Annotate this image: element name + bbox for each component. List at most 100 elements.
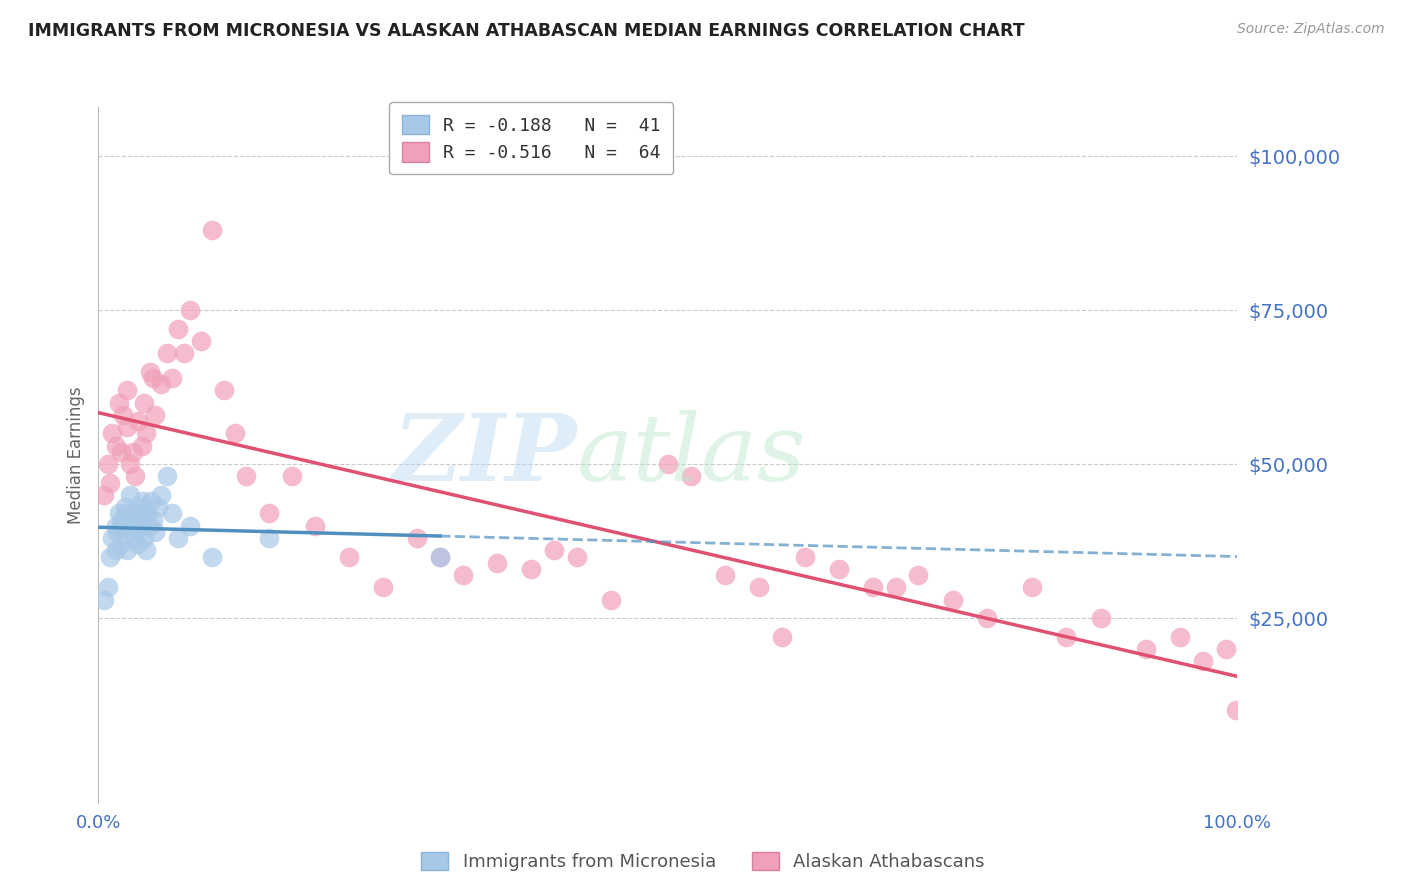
Point xyxy=(104,518,127,533)
Point xyxy=(520,562,543,576)
Point xyxy=(105,524,128,539)
Point xyxy=(127,537,149,551)
Text: atlas: atlas xyxy=(576,410,806,500)
Point xyxy=(96,457,118,471)
Point xyxy=(156,346,179,360)
Point xyxy=(1215,641,1237,656)
Point xyxy=(167,321,190,335)
Point xyxy=(101,531,124,545)
Point xyxy=(121,445,143,459)
Point xyxy=(129,518,152,533)
Point xyxy=(1192,654,1215,668)
Point xyxy=(486,556,509,570)
Point xyxy=(104,543,127,558)
Point xyxy=(543,543,565,558)
Point xyxy=(1225,703,1247,717)
Point xyxy=(104,439,127,453)
Point xyxy=(281,469,304,483)
Point xyxy=(1021,580,1043,594)
Point xyxy=(942,592,965,607)
Point xyxy=(138,518,160,533)
Point xyxy=(748,580,770,594)
Point xyxy=(828,562,851,576)
Point xyxy=(118,518,141,533)
Point xyxy=(101,426,124,441)
Point xyxy=(124,469,146,483)
Point xyxy=(135,426,157,441)
Point xyxy=(862,580,884,594)
Point xyxy=(429,549,451,564)
Point xyxy=(121,531,143,545)
Point xyxy=(112,408,135,422)
Point xyxy=(112,518,135,533)
Point xyxy=(108,507,131,521)
Point xyxy=(337,549,360,564)
Text: Source: ZipAtlas.com: Source: ZipAtlas.com xyxy=(1237,22,1385,37)
Point xyxy=(125,507,148,521)
Point xyxy=(150,488,173,502)
Point xyxy=(146,500,169,515)
Text: IMMIGRANTS FROM MICRONESIA VS ALASKAN ATHABASCAN MEDIAN EARNINGS CORRELATION CHA: IMMIGRANTS FROM MICRONESIA VS ALASKAN AT… xyxy=(28,22,1025,40)
Point xyxy=(451,568,474,582)
Point xyxy=(162,507,184,521)
Point xyxy=(127,512,149,526)
Point xyxy=(121,512,143,526)
Point xyxy=(259,531,281,545)
Point xyxy=(110,537,132,551)
Point xyxy=(224,426,246,441)
Point xyxy=(132,500,155,515)
Point xyxy=(1054,630,1078,644)
Point xyxy=(212,384,235,398)
Point xyxy=(138,365,160,379)
Point xyxy=(145,408,167,422)
Point xyxy=(162,371,184,385)
Point xyxy=(142,512,165,526)
Point xyxy=(1090,611,1112,625)
Point xyxy=(115,420,138,434)
Point xyxy=(657,457,679,471)
Point xyxy=(98,549,121,564)
Point xyxy=(304,518,326,533)
Point xyxy=(131,494,153,508)
Point xyxy=(150,377,173,392)
Point xyxy=(93,592,115,607)
Point xyxy=(976,611,998,625)
Point xyxy=(139,494,162,508)
Point xyxy=(173,346,195,360)
Point xyxy=(93,488,115,502)
Point xyxy=(770,630,793,644)
Point xyxy=(120,457,142,471)
Point xyxy=(679,469,702,483)
Point xyxy=(1170,630,1192,644)
Point xyxy=(110,512,132,526)
Point xyxy=(136,507,159,521)
Point xyxy=(124,524,146,539)
Text: ZIP: ZIP xyxy=(392,410,576,500)
Point xyxy=(115,543,138,558)
Point xyxy=(132,395,155,409)
Point xyxy=(98,475,121,490)
Point xyxy=(96,580,118,594)
Point xyxy=(406,531,429,545)
Point xyxy=(127,414,149,428)
Point xyxy=(114,500,136,515)
Point xyxy=(190,334,212,348)
Point xyxy=(110,445,132,459)
Point xyxy=(201,549,224,564)
Point xyxy=(179,518,201,533)
Point xyxy=(714,568,737,582)
Point xyxy=(156,469,179,483)
Point xyxy=(907,568,929,582)
Point xyxy=(179,303,201,318)
Point xyxy=(131,439,153,453)
Point xyxy=(884,580,907,594)
Point xyxy=(201,223,224,237)
Point xyxy=(132,531,155,545)
Legend: Immigrants from Micronesia, Alaskan Athabascans: Immigrants from Micronesia, Alaskan Atha… xyxy=(413,845,993,879)
Y-axis label: Median Earnings: Median Earnings xyxy=(66,386,84,524)
Point xyxy=(259,507,281,521)
Point xyxy=(235,469,257,483)
Point xyxy=(371,580,394,594)
Point xyxy=(142,371,165,385)
Point xyxy=(115,507,138,521)
